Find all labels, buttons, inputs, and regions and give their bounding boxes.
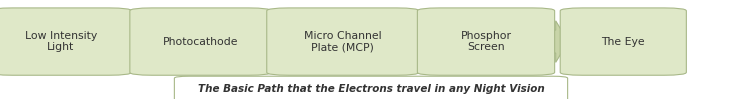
Polygon shape	[260, 21, 289, 62]
Text: Low Intensity
Light: Low Intensity Light	[24, 31, 97, 52]
Polygon shape	[401, 21, 429, 62]
Polygon shape	[540, 21, 568, 62]
FancyBboxPatch shape	[267, 8, 418, 75]
FancyBboxPatch shape	[130, 8, 271, 75]
Text: Phosphor
Screen: Phosphor Screen	[461, 31, 511, 52]
Text: Micro Channel
Plate (MCP): Micro Channel Plate (MCP)	[304, 31, 381, 52]
FancyBboxPatch shape	[174, 76, 568, 99]
Text: The Basic Path that the Electrons travel in any Night Vision: The Basic Path that the Electrons travel…	[197, 84, 545, 94]
FancyBboxPatch shape	[0, 8, 131, 75]
FancyBboxPatch shape	[560, 8, 686, 75]
Text: Photocathode: Photocathode	[162, 37, 238, 47]
Text: The Eye: The Eye	[602, 37, 645, 47]
FancyBboxPatch shape	[417, 8, 555, 75]
Polygon shape	[120, 21, 148, 62]
